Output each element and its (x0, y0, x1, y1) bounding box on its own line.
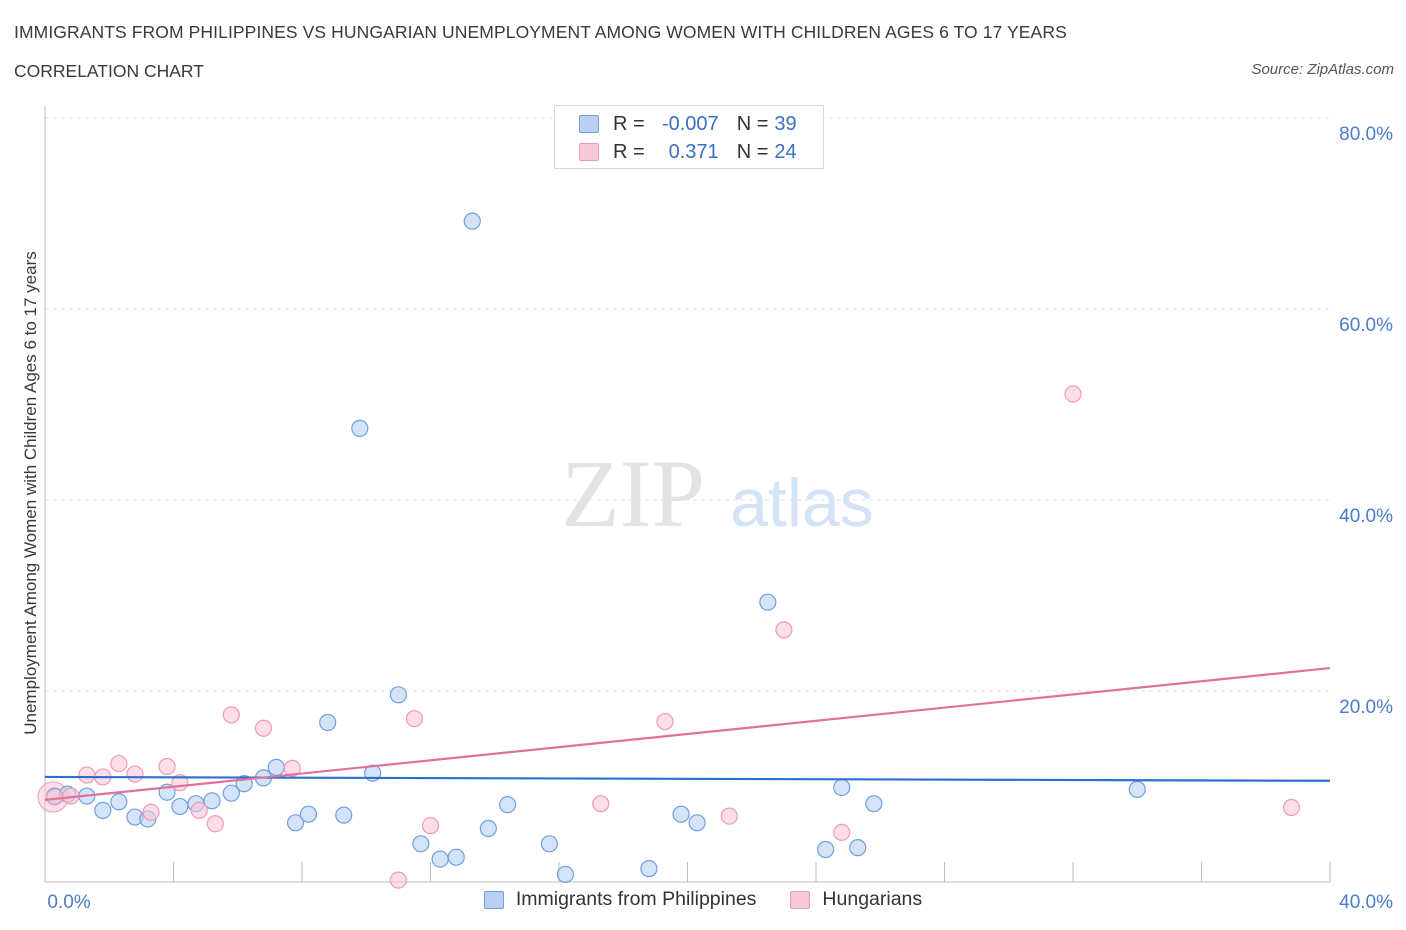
legend-item-philippines[interactable]: Immigrants from Philippines (483, 888, 757, 911)
chart-subtitle: CORRELATION CHART (14, 61, 204, 81)
point-philippines (447, 848, 465, 866)
series-legend: Immigrants from Philippines Hungarians (0, 888, 1406, 911)
trend-lines (44, 666, 1331, 801)
point-hungarians (46, 788, 64, 806)
point-philippines (479, 819, 497, 838)
point-hungarians (1282, 798, 1301, 817)
point-hungarians (254, 719, 273, 737)
point-philippines (171, 797, 189, 816)
point-philippines (94, 801, 112, 819)
point-hungarians (190, 801, 208, 819)
point-philippines (389, 686, 407, 704)
point-hungarians (775, 621, 793, 639)
stats-legend: R = -0.007 N = 39 R = 0.371 N = 24 (554, 105, 824, 169)
legend-n-value: 39 (774, 112, 797, 135)
point-philippines (499, 796, 517, 814)
point-philippines (672, 805, 690, 823)
x-tick-label: 40.0% (1339, 892, 1393, 913)
point-hungarians (78, 766, 96, 784)
point-philippines (267, 758, 285, 777)
point-hungarians (389, 871, 407, 889)
point-philippines (351, 419, 369, 437)
point-philippines (540, 835, 558, 853)
legend-label-philippines: Immigrants from Philippines (515, 888, 757, 910)
watermark: ZIP atlas (561, 440, 874, 547)
point-philippines (203, 792, 221, 810)
y-tick-label: 20.0% (1339, 697, 1393, 718)
point-philippines (110, 793, 128, 811)
legend-swatch-philippines (579, 115, 599, 133)
point-philippines (335, 806, 353, 824)
chart-title: IMMIGRANTS FROM PHILIPPINES VS HUNGARIAN… (14, 22, 1067, 42)
point-hungarians (222, 706, 240, 724)
point-hungarians (720, 807, 738, 825)
watermark-atlas: atlas (730, 465, 874, 541)
point-philippines (865, 795, 883, 813)
y-tick-label: 80.0% (1339, 124, 1393, 145)
data-points (37, 212, 1301, 889)
legend-r-label: R = (613, 140, 645, 163)
legend-n-label: N = (736, 140, 769, 163)
legend-row-hungarians: R = 0.371 N = 24 (579, 139, 797, 165)
legend-swatch-philippines (483, 890, 504, 909)
legend-swatch-hungarians (790, 890, 811, 909)
point-philippines (688, 814, 706, 832)
point-hungarians (158, 757, 176, 776)
legend-n-value: 24 (774, 140, 797, 163)
y-tick-label: 40.0% (1339, 506, 1393, 527)
watermark-zip: ZIP (561, 440, 705, 547)
point-hungarians (142, 803, 160, 821)
point-philippines (299, 805, 318, 823)
point-hungarians (592, 795, 610, 813)
point-philippines (640, 860, 658, 878)
point-philippines (556, 865, 575, 883)
point-philippines (759, 593, 777, 611)
point-philippines (286, 814, 305, 832)
point-philippines (431, 850, 449, 868)
chart-source: Source: ZipAtlas.com (1251, 61, 1394, 78)
legend-r-value: 0.371 (668, 140, 719, 163)
point-philippines (849, 839, 867, 857)
x-tick-labels: 0.0% 40.0% (47, 892, 1393, 913)
point-philippines (319, 713, 337, 732)
axes (44, 105, 1331, 883)
y-tick-labels: 80.0% 60.0% 40.0% 20.0% (1339, 124, 1393, 718)
point-hungarians (656, 712, 674, 731)
y-tick-label: 60.0% (1339, 315, 1393, 336)
point-hungarians (833, 823, 851, 841)
point-philippines (412, 835, 430, 853)
legend-label-hungarians: Hungarians (822, 888, 923, 910)
point-hungarians (126, 765, 144, 783)
point-hungarians (283, 759, 301, 777)
point-philippines (463, 212, 481, 230)
point-philippines (817, 840, 835, 859)
point-hungarians (1064, 385, 1082, 403)
point-hungarians (206, 815, 224, 833)
point-hungarians (405, 710, 424, 728)
legend-n-label: N = (736, 112, 769, 135)
legend-item-hungarians[interactable]: Hungarians (790, 888, 922, 911)
gridlines (45, 117, 1330, 692)
point-philippines (222, 784, 240, 802)
point-philippines (833, 778, 851, 797)
legend-r-value: -0.007 (661, 112, 719, 135)
trend-line-hungarians (44, 666, 1331, 801)
y-axis-label: Unemployment Among Women with Children A… (21, 251, 40, 735)
x-tick-label: 0.0% (47, 892, 90, 913)
point-philippines (1128, 780, 1146, 798)
legend-r-label: R = (613, 112, 645, 135)
point-hungarians (110, 754, 128, 773)
legend-swatch-hungarians (579, 143, 599, 161)
point-hungarians (421, 817, 440, 835)
legend-row-philippines: R = -0.007 N = 39 (579, 111, 797, 137)
